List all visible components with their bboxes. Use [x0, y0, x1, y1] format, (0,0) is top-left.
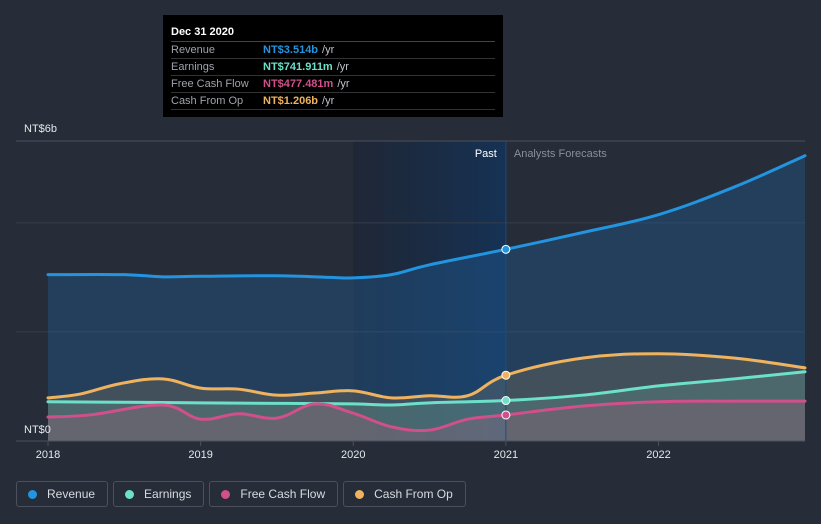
legend-item-cash-from-op[interactable]: Cash From Op [343, 481, 466, 507]
free-cash-flow-highlight-point [501, 410, 511, 420]
tooltip-row-revenue: Revenue NT$3.514b /yr [171, 42, 495, 59]
x-tick-label: 2021 [494, 449, 518, 461]
x-tick-label: 2019 [188, 449, 212, 461]
revenue-line [46, 154, 807, 280]
revenue-highlight-point [501, 244, 511, 254]
legend-dot-icon [125, 489, 135, 499]
y-tick-label-bottom: NT$0 [24, 424, 51, 436]
legend-label: Cash From Op [374, 487, 453, 501]
x-tick-label: 2018 [36, 449, 60, 461]
legend-dot-icon [28, 489, 37, 499]
tooltip-value: NT$741.911m [263, 61, 333, 73]
tooltip-value: NT$1.206b [263, 95, 319, 107]
analysts-forecasts-label: Analysts Forecasts [514, 148, 607, 160]
cash-from-op-highlight-point [501, 370, 511, 380]
legend-label: Earnings [144, 487, 192, 501]
x-tick-label: 2020 [341, 449, 365, 461]
legend-dot-icon [221, 489, 231, 499]
tooltip-row-free-cash-flow: Free Cash Flow NT$477.481m /yr [171, 76, 495, 93]
tooltip-value: NT$477.481m [263, 78, 334, 90]
tooltip-unit: /yr [336, 61, 349, 73]
tooltip-unit: /yr [322, 95, 335, 107]
tooltip-date: Dec 31 2020 [171, 23, 495, 42]
free-cash-flow-area [48, 401, 805, 441]
free-cash-flow-line [46, 399, 807, 433]
tooltip-label: Cash From Op [171, 95, 244, 107]
earnings-line [46, 370, 807, 407]
legend-item-earnings[interactable]: Earnings [113, 481, 205, 507]
legend-item-free-cash-flow[interactable]: Free Cash Flow [209, 481, 339, 507]
earnings-area [48, 371, 805, 441]
earnings-highlight-point [501, 396, 511, 406]
tooltip-label: Free Cash Flow [171, 78, 249, 90]
tooltip-value: NT$3.514b [263, 44, 319, 56]
tooltip-unit: /yr [322, 44, 335, 56]
x-tick-label: 2022 [646, 449, 670, 461]
past-label: Past [475, 148, 497, 160]
revenue-area [48, 155, 805, 441]
tooltip-label: Revenue [171, 44, 216, 56]
legend-item-revenue[interactable]: Revenue [16, 481, 109, 507]
tooltip-row-earnings: Earnings NT$741.911m /yr [171, 59, 495, 76]
tooltip: Dec 31 2020 Revenue NT$3.514b /yr Earnin… [163, 15, 503, 117]
y-tick-label-top: NT$6b [24, 123, 57, 135]
legend: Revenue Earnings Free Cash Flow Cash Fro… [16, 481, 466, 507]
legend-dot-icon [355, 489, 365, 499]
cash-from-op-line [46, 352, 807, 400]
tooltip-label: Earnings [171, 61, 215, 73]
legend-label: Revenue [47, 487, 96, 501]
tooltip-row-cash-from-op: Cash From Op NT$1.206b /yr [171, 93, 495, 110]
tooltip-unit: /yr [337, 78, 350, 90]
legend-label: Free Cash Flow [240, 487, 326, 501]
